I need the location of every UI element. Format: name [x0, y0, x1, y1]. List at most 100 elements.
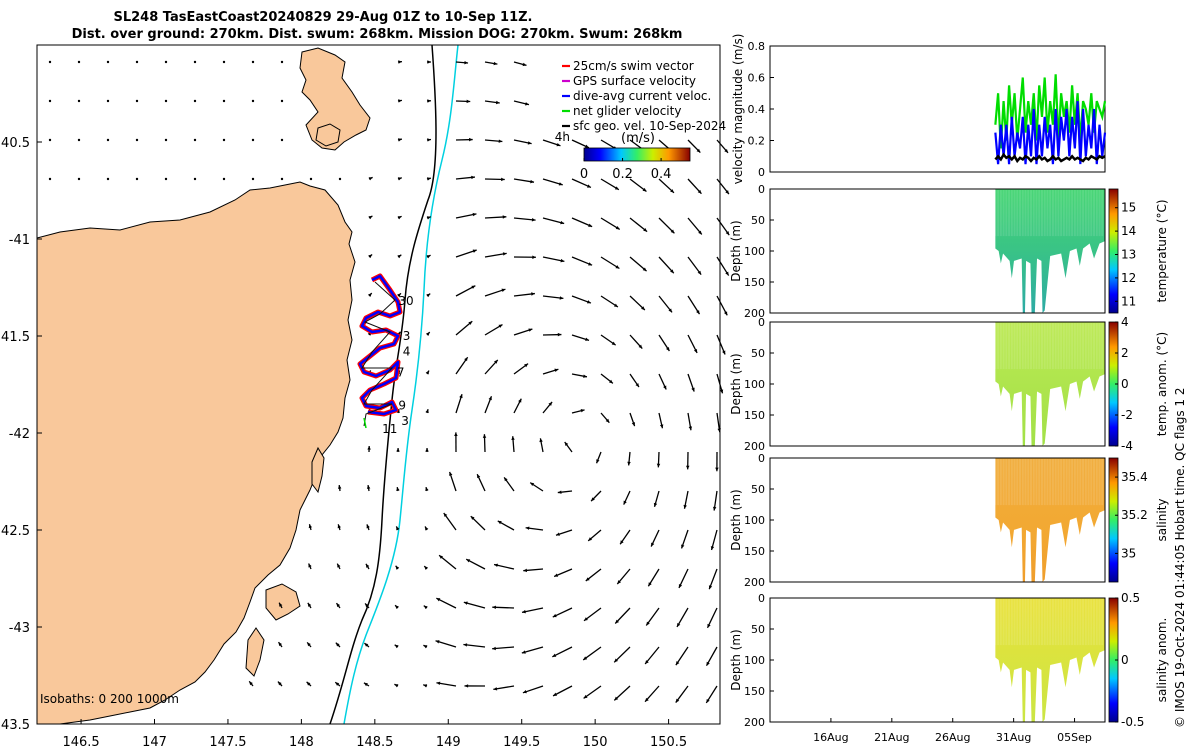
colorbar-label: salinity anom.	[1155, 618, 1169, 703]
map-y-tick-label: 43.5	[1, 718, 30, 733]
vector-head	[528, 328, 533, 332]
vector-head	[397, 216, 402, 220]
vector-shaft	[521, 646, 544, 654]
vector-head	[427, 138, 431, 142]
vector-head	[425, 332, 430, 336]
vector-shaft	[716, 295, 728, 316]
vector-shaft	[613, 646, 631, 663]
vector-head	[488, 396, 492, 401]
vector-head	[623, 500, 627, 505]
vector-head	[583, 656, 588, 660]
vector-dot	[193, 138, 197, 142]
vector-dot	[164, 99, 168, 103]
section-panel-salinity: 0 50 100 150 200 Depth (m) 35 35.2 35.4 salinity	[729, 452, 1169, 589]
vector-head	[681, 544, 685, 549]
vector-head	[518, 398, 522, 403]
vector-head	[675, 698, 680, 703]
vector-head	[397, 254, 402, 259]
colorbar-tick-label: 0	[580, 167, 588, 182]
vector-head	[697, 270, 702, 275]
vector-dot	[280, 177, 284, 181]
velocity-y-tick-label: 0.8	[748, 40, 766, 53]
section-field	[995, 458, 1105, 582]
vector-dot	[106, 99, 110, 103]
vector-shaft	[484, 252, 507, 258]
vector-dot	[251, 177, 255, 181]
vector-head	[530, 179, 535, 184]
velocity-y-tick-label: 0.4	[748, 103, 766, 116]
vector-head	[586, 184, 591, 188]
vector-head	[653, 502, 658, 507]
vector-shaft	[542, 256, 565, 262]
vector-head	[502, 252, 507, 256]
vector-shaft	[463, 643, 486, 648]
vector-head	[539, 438, 543, 443]
vector-head	[492, 605, 496, 610]
vector-head	[495, 100, 500, 105]
vector-shaft	[552, 646, 573, 658]
vector-head	[675, 661, 680, 666]
time-axis: 16Aug 21Aug 26Aug 31Aug 05Sep	[813, 718, 1092, 744]
vector-head	[715, 467, 719, 472]
vector-head	[368, 177, 373, 181]
colorbar-tick-label: 0	[1121, 377, 1129, 391]
vector-shaft	[708, 568, 718, 590]
vector-head	[586, 300, 591, 304]
velocity-y-tick-label: 0.6	[748, 72, 766, 85]
vector-head	[395, 605, 399, 609]
vector-head	[279, 602, 283, 607]
vector-shaft	[658, 217, 675, 234]
colorbar-label: temp. anom. (°C)	[1155, 332, 1169, 436]
colorbar-tick-label: 0	[1121, 653, 1129, 667]
vector-head	[548, 401, 553, 406]
map-y-tick-label: -43	[9, 621, 30, 636]
section-panel-temperature: 0 50 100 150 200 Depth (m) 11 12 13 14 15 temperatu…	[729, 183, 1169, 320]
figure-title-line-1: SL248 TasEastCoast20240829 29-Aug 01Z to…	[113, 10, 532, 25]
vector-head	[427, 60, 431, 64]
vector-head	[708, 585, 713, 590]
vector-shaft	[629, 217, 648, 233]
vector-head	[560, 220, 565, 225]
vector-shaft	[582, 646, 602, 661]
legend-entry: GPS surface velocity	[562, 74, 696, 88]
vector-head	[712, 506, 717, 511]
vector-dot	[48, 99, 52, 103]
depth-tick-label: 0	[758, 183, 765, 196]
vector-head	[436, 598, 441, 602]
vector-head	[580, 409, 585, 413]
tasmania-land	[37, 181, 356, 724]
vector-head	[615, 265, 620, 269]
vector-dot	[48, 177, 52, 181]
vector-head	[555, 532, 560, 536]
vector-head	[459, 394, 463, 399]
vector-head	[427, 177, 431, 181]
vector-head	[723, 311, 728, 316]
vector-head	[494, 563, 498, 568]
maria-island-land	[311, 446, 325, 494]
depth-tick-label: 150	[744, 409, 765, 422]
vector-head	[557, 332, 562, 337]
vector-head	[522, 62, 527, 67]
vector-head	[691, 387, 695, 392]
vector-head	[470, 516, 475, 520]
map-frame	[36, 44, 721, 725]
vector-dot	[164, 177, 168, 181]
vector-head	[397, 138, 402, 142]
vector-head	[591, 497, 595, 502]
vector-head	[707, 623, 711, 628]
vector-dot	[164, 138, 168, 142]
vector-head	[368, 215, 373, 220]
vector-head	[719, 389, 724, 394]
map-y-tick-label: 42.5	[1, 524, 30, 539]
vector-head	[439, 555, 443, 559]
section-panel-salinity-anom: 0 50 100 150 200 Depth (m) -0.5 0 0.5 salinity an…	[729, 591, 1169, 729]
colorbar-unit-label: (m/s)	[621, 131, 655, 146]
vector-head	[498, 324, 503, 328]
vector-head	[336, 603, 341, 608]
vector-head	[643, 228, 648, 232]
vector-head	[307, 642, 311, 647]
colorbar-tick-label: 0.4	[651, 167, 672, 182]
vector-head	[531, 292, 535, 296]
vector-head	[670, 269, 674, 274]
